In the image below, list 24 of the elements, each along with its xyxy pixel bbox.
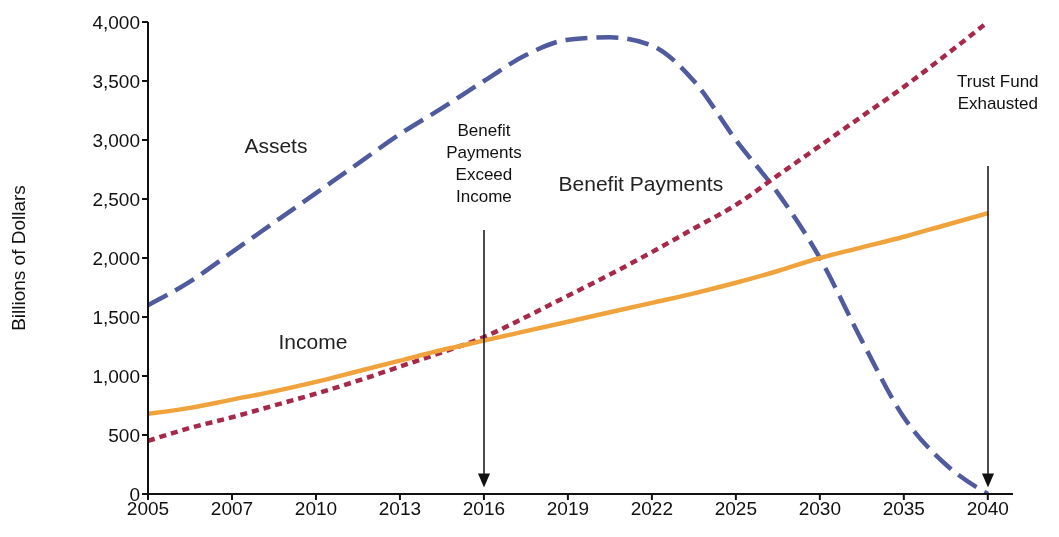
annotation: Trust Fund Exhausted [956,71,1040,116]
series-label: Assets [244,134,308,158]
y-tick-label: 3,000 [92,129,140,151]
x-tick-label: 2007 [210,498,254,520]
series-label: Income [278,330,348,354]
y-tick-label: 1,500 [92,306,140,328]
y-tick-label: 500 [108,424,140,446]
x-tick-label: 2030 [798,498,841,520]
x-tick-label: 2040 [966,498,1009,520]
x-tick-label: 2022 [630,498,674,520]
x-tick-label: 2035 [882,498,925,520]
y-tick-label: 3,500 [92,70,140,92]
series-label: Benefit Payments [558,171,724,195]
x-tick-label: 2010 [294,498,338,520]
x-tick-label: 2025 [714,498,757,520]
y-tick-label: 1,000 [92,365,140,387]
x-tick-label: 2019 [546,498,590,520]
y-tick-label: 2,000 [92,247,140,269]
annotation: Benefit Payments Exceed Income [445,120,523,209]
x-tick-label: 2016 [462,498,506,520]
x-tick-label: 2013 [378,498,422,520]
y-axis-title: Billions of Dollars [7,185,29,331]
y-tick-label: 2,500 [92,188,140,210]
y-tick-label: 4,000 [92,11,140,33]
